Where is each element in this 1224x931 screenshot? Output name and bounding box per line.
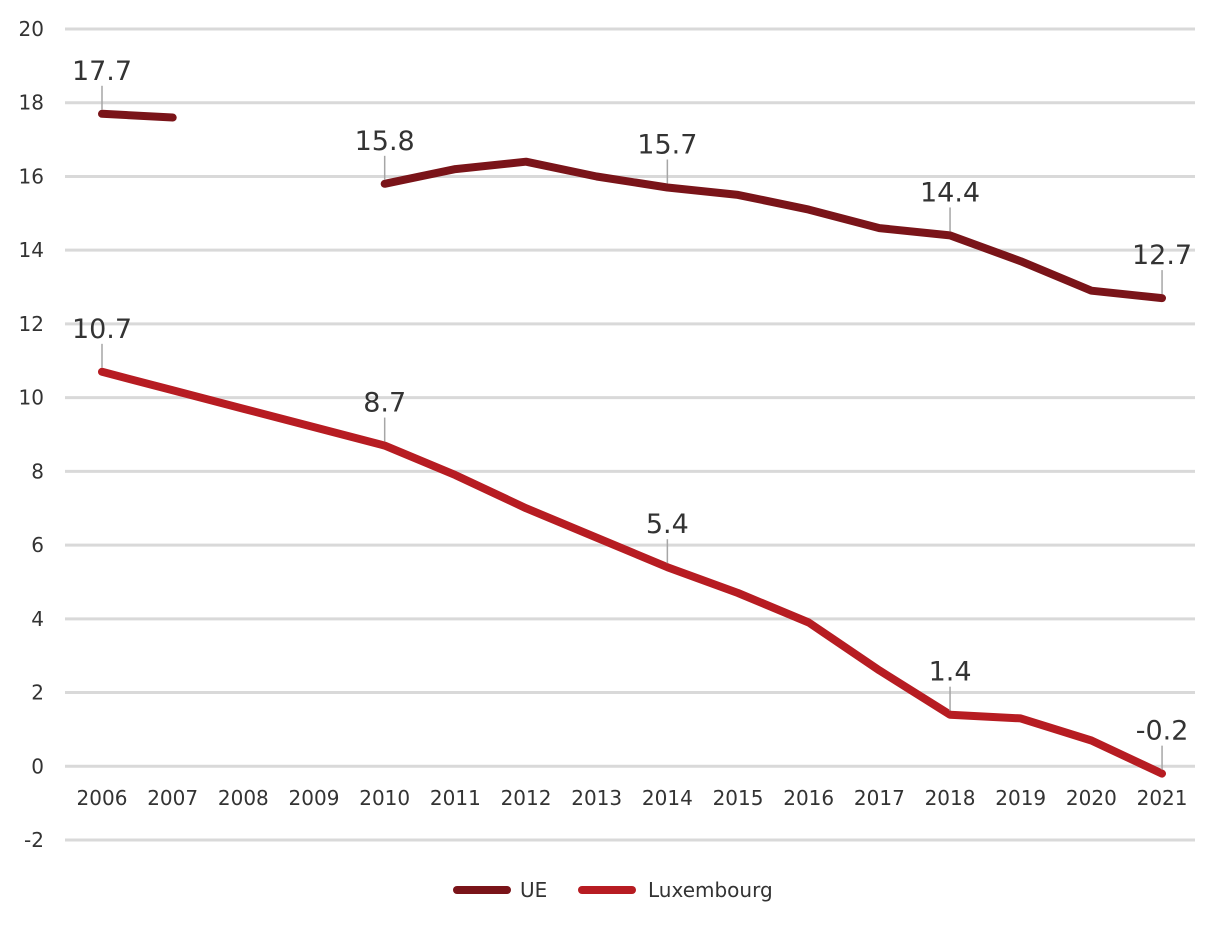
data-label: -0.2: [1136, 716, 1189, 747]
x-tick-label: 2015: [713, 786, 764, 810]
data-label: 5.4: [646, 509, 689, 540]
x-tick-label: 2009: [289, 786, 340, 810]
y-tick-label: 16: [19, 164, 44, 188]
y-tick-label: 2: [31, 681, 44, 705]
data-label: 10.7: [72, 314, 132, 345]
legend-label: UE: [520, 878, 547, 902]
x-tick-label: 2017: [854, 786, 905, 810]
y-tick-label: 0: [31, 754, 44, 778]
data-label: 12.7: [1132, 240, 1192, 271]
data-label: 1.4: [929, 657, 972, 688]
legend: UE Luxembourg: [453, 878, 773, 902]
series-line-luxembourg: [98, 367, 1166, 778]
x-tick-label: 2020: [1066, 786, 1117, 810]
y-tick-label: 6: [31, 533, 44, 557]
x-tick-label: 2019: [995, 786, 1046, 810]
series-line-ue: [380, 157, 1166, 303]
x-tick-label: 2012: [501, 786, 552, 810]
gridlines: [65, 27, 1195, 842]
legend-label: Luxembourg: [648, 878, 773, 902]
x-tick-label: 2007: [147, 786, 198, 810]
data-labels: 17.7 15.8 15.7 14.4 12.7 10.7 8.7 5.4 1.4 -0.2: [72, 56, 1192, 770]
x-tick-label: 2013: [571, 786, 622, 810]
x-tick-label: 2021: [1137, 786, 1188, 810]
x-tick-label: 2014: [642, 786, 693, 810]
x-tick-label: 2008: [218, 786, 269, 810]
x-tick-label: 2010: [359, 786, 410, 810]
data-label: 15.7: [637, 130, 697, 161]
y-tick-label: 18: [19, 91, 44, 115]
data-label: 17.7: [72, 56, 132, 87]
y-tick-label: -2: [24, 828, 44, 852]
y-tick-label: 14: [19, 238, 44, 262]
data-label: 14.4: [920, 177, 980, 208]
y-tick-label: 4: [31, 607, 44, 631]
x-tick-label: 2006: [77, 786, 128, 810]
series-line-ue: [98, 109, 177, 122]
data-label: 15.8: [355, 126, 415, 157]
x-tick-label: 2011: [430, 786, 481, 810]
y-tick-label: 8: [31, 459, 44, 483]
x-tick-label: 2016: [783, 786, 834, 810]
x-axis-ticks: 2006 2007 2008 2009 2010 2011 2012 2013 2014 2015…: [77, 786, 1188, 810]
x-tick-label: 2018: [925, 786, 976, 810]
y-tick-label: 10: [19, 386, 44, 410]
data-label: 8.7: [363, 388, 406, 419]
y-tick-label: 20: [19, 17, 44, 41]
series-lines: [98, 109, 1166, 778]
y-tick-label: 12: [19, 312, 44, 336]
